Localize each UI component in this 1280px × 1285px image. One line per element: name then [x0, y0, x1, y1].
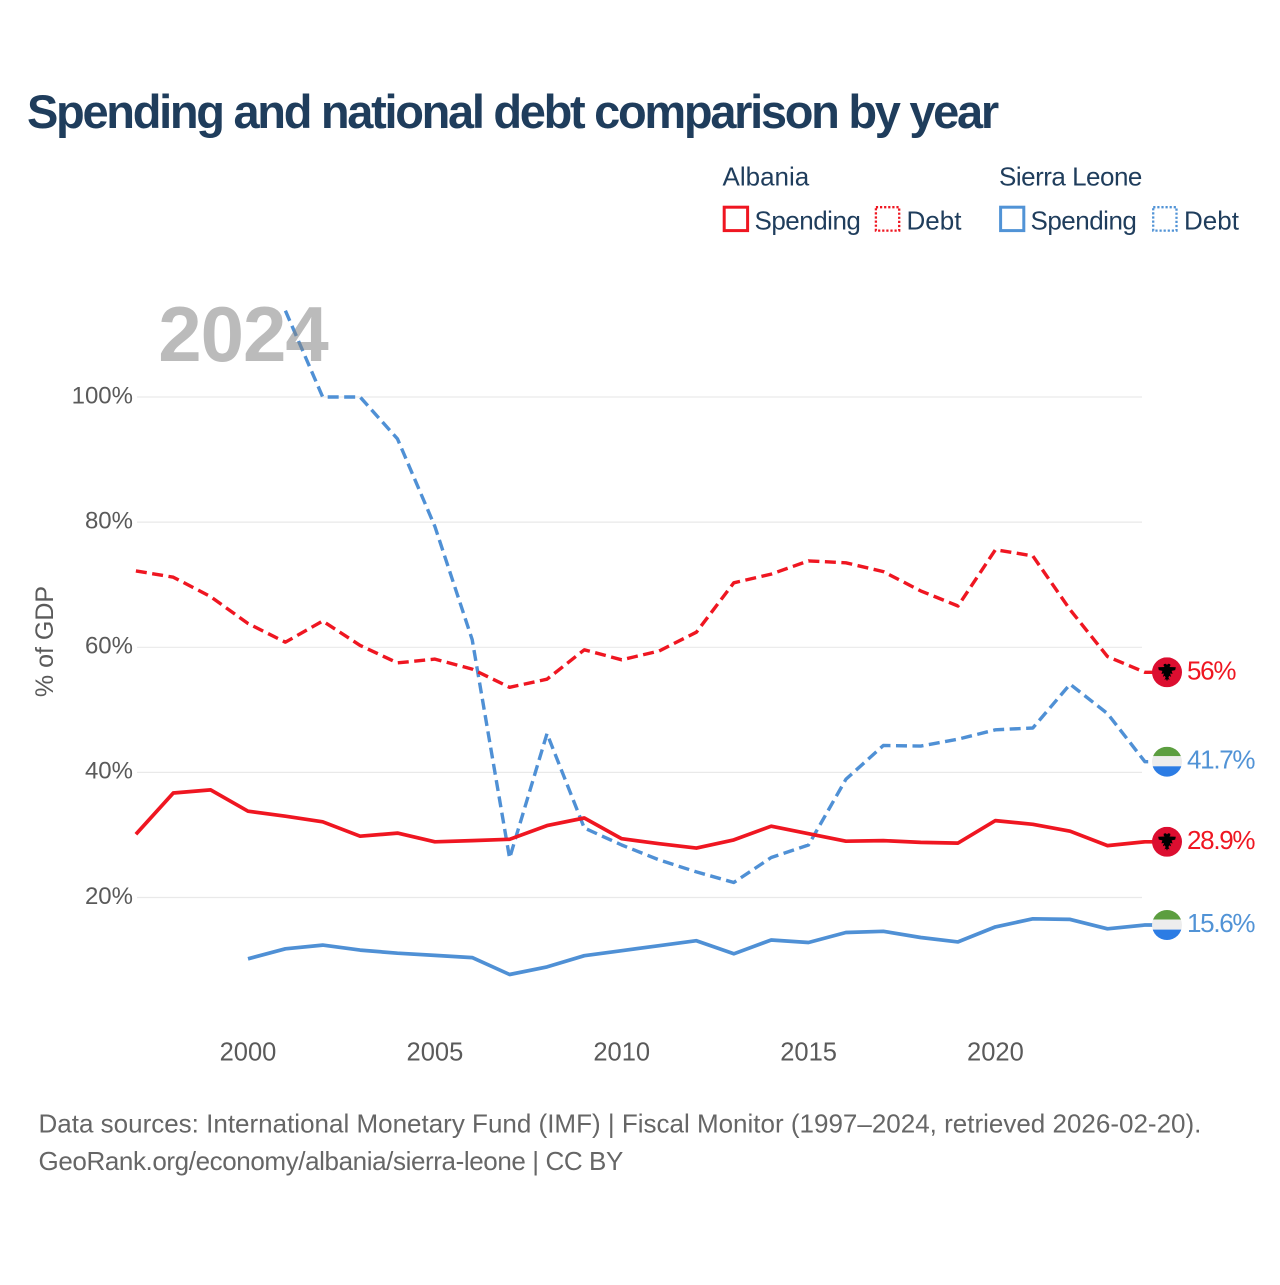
svg-text:2005: 2005 — [407, 1039, 464, 1067]
svg-text:100%: 100% — [72, 382, 133, 409]
svg-text:% of GDP: % of GDP — [31, 586, 59, 697]
svg-text:20%: 20% — [85, 883, 133, 910]
svg-text:Sierra Leone: Sierra Leone — [999, 162, 1142, 192]
svg-text:Data sources: International Mo: Data sources: International Monetary Fun… — [39, 1108, 1202, 1138]
svg-text:2000: 2000 — [220, 1039, 277, 1067]
svg-text:2015: 2015 — [780, 1039, 837, 1067]
svg-text:2010: 2010 — [593, 1039, 650, 1067]
svg-text:56%: 56% — [1187, 655, 1236, 685]
svg-text:60%: 60% — [85, 633, 133, 660]
svg-text:Spending: Spending — [755, 206, 861, 236]
svg-text:Albania: Albania — [723, 162, 810, 192]
svg-text:2024: 2024 — [158, 290, 328, 378]
svg-text:80%: 80% — [85, 507, 133, 534]
svg-text:Debt: Debt — [907, 206, 963, 236]
svg-text:Debt: Debt — [1184, 206, 1240, 236]
svg-text:Spending: Spending — [1031, 206, 1137, 236]
svg-text:28.9%: 28.9% — [1187, 825, 1255, 855]
svg-text:15.6%: 15.6% — [1187, 908, 1255, 938]
svg-text:GeoRank.org/economy/albania/si: GeoRank.org/economy/albania/sierra-leone… — [39, 1146, 623, 1176]
svg-text:41.7%: 41.7% — [1187, 745, 1255, 775]
svg-text:2020: 2020 — [967, 1039, 1024, 1067]
svg-text:Spending and national debt com: Spending and national debt comparison by… — [27, 85, 999, 138]
svg-text:40%: 40% — [85, 758, 133, 785]
